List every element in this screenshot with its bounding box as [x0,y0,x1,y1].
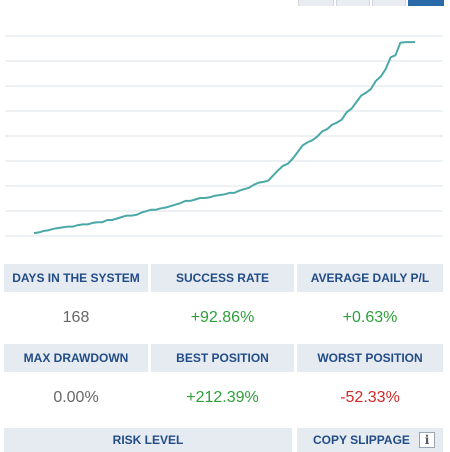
equity-chart [0,10,450,260]
worst-position-header: WORST POSITION [297,344,443,372]
average-daily-pl-value: +0.63% [342,309,398,326]
max-drawdown-value: 0.00% [53,389,99,406]
equity-chart-svg [5,35,443,237]
copy-slippage-header: COPY SLIPPAGE i [297,428,443,452]
max-drawdown-header: MAX DRAWDOWN [4,344,148,372]
success-rate-value: +92.86% [190,309,255,326]
equity-line [33,41,415,235]
average-daily-pl-header: AVERAGE DAILY P/L [297,264,443,292]
best-position-value: +212.39% [186,389,259,406]
info-icon[interactable]: i [419,432,435,448]
range-button-2[interactable] [336,0,370,6]
copy-slippage-label: COPY SLIPPAGE [313,433,410,447]
days-in-system-value: 168 [62,309,90,326]
range-button-3[interactable] [372,0,406,6]
range-button-1[interactable] [298,0,334,6]
top-strip [0,0,450,6]
range-button-active[interactable] [408,0,444,6]
success-rate-header: SUCCESS RATE [151,264,294,292]
risk-level-header: RISK LEVEL [4,428,292,452]
worst-position-value: -52.33% [340,389,400,406]
days-in-system-header: DAYS IN THE SYSTEM [4,264,148,292]
best-position-header: BEST POSITION [151,344,294,372]
